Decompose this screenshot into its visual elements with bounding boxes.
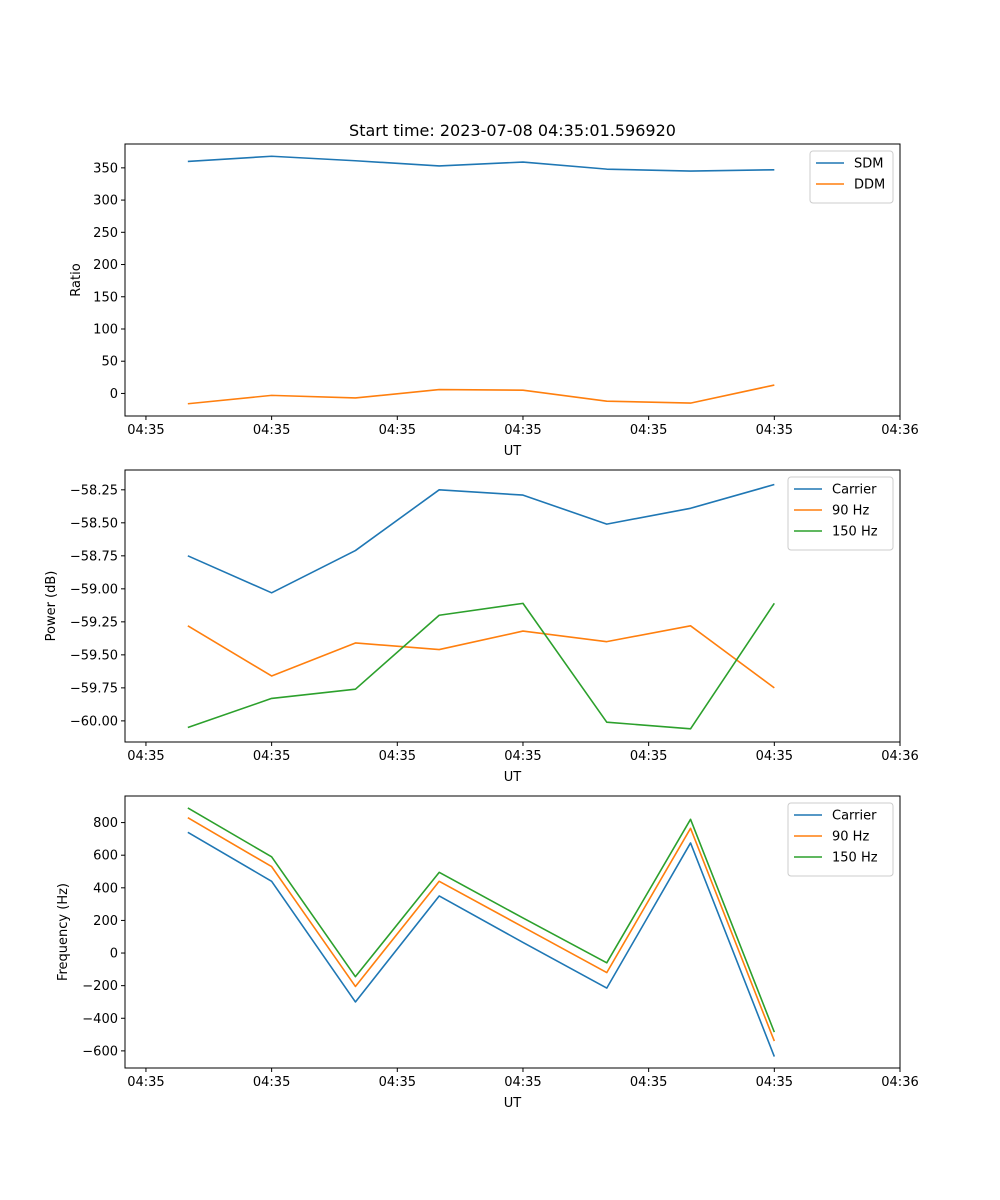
x-tick-label: 04:35 (253, 423, 290, 438)
chart-panel-1: 04:35 04:35 04:35 04:35 04:35 04:35 04:36 0 50 10… (69, 143, 919, 459)
series-line-carrier (187, 831, 776, 1057)
series-line-150-hz (187, 602, 775, 730)
x-tick-label: 04:36 (881, 423, 918, 438)
y-tick-label: 250 (93, 226, 118, 241)
x-tick-label: 04:35 (756, 423, 793, 438)
axes-frame (124, 143, 901, 417)
x-axis-label: UT (504, 770, 522, 785)
x-tick-label: 04:35 (504, 1075, 541, 1090)
y-tick-label: 200 (93, 914, 118, 929)
y-axis-label: Power (dB) (44, 571, 59, 642)
legend-label: Carrier (832, 483, 877, 498)
series-line-sdm (187, 155, 775, 172)
series-line-carrier (187, 483, 775, 594)
y-tick-label: −59.00 (70, 582, 118, 597)
legend-label: 90 Hz (832, 504, 869, 519)
x-tick-label: 04:35 (379, 1075, 416, 1090)
x-tick-label: 04:35 (379, 749, 416, 764)
legend-label: Carrier (832, 809, 877, 824)
x-tick-label: 04:35 (630, 423, 667, 438)
legend-label: SDM (854, 157, 883, 172)
legend-box (809, 150, 894, 204)
y-tick-label: 350 (93, 161, 118, 176)
chart-panel-2: 04:35 04:35 04:35 04:35 04:35 04:35 04:36 −58.2… (44, 469, 919, 785)
x-axis-label: UT (504, 1096, 522, 1111)
y-axis-label: Ratio (69, 263, 84, 296)
legend: Carrier 90 Hz 150 Hz (787, 476, 894, 551)
x-axis-label: UT (504, 444, 522, 459)
legend-label: 150 Hz (832, 851, 878, 866)
y-tick-label: 400 (93, 881, 118, 896)
legend-label: DDM (854, 178, 885, 193)
x-tick-label: 04:35 (253, 749, 290, 764)
x-tick-label: 04:35 (127, 1075, 164, 1090)
legend: Carrier 90 Hz 150 Hz (787, 802, 894, 877)
y-tick-label: −59.25 (70, 615, 118, 630)
x-tick-label: 04:35 (756, 749, 793, 764)
x-tick-label: 04:35 (127, 423, 164, 438)
x-tick-label: 04:35 (504, 423, 541, 438)
x-tick-label: 04:36 (881, 1075, 918, 1090)
x-tick-label: 04:35 (253, 1075, 290, 1090)
y-tick-label: −200 (82, 979, 118, 994)
x-tick-label: 04:35 (127, 749, 164, 764)
y-tick-label: 150 (93, 290, 118, 305)
y-tick-label: 0 (110, 387, 118, 402)
series-line-90-hz (187, 816, 776, 1042)
axes-frame (124, 795, 901, 1069)
y-tick-label: −58.75 (70, 549, 118, 564)
x-tick-label: 04:35 (379, 423, 416, 438)
y-tick-label: −600 (82, 1044, 118, 1059)
y-tick-label: 600 (93, 849, 118, 864)
y-tick-label: −58.50 (70, 516, 118, 531)
y-tick-label: −60.00 (70, 714, 118, 729)
legend-label: 90 Hz (832, 830, 869, 845)
y-tick-label: 800 (93, 816, 118, 831)
series-line-ddm (187, 384, 775, 405)
y-tick-label: −59.75 (70, 681, 118, 696)
x-tick-label: 04:36 (881, 749, 918, 764)
y-tick-label: −58.25 (70, 483, 118, 498)
series-line-150-hz (187, 807, 776, 1033)
figure-title: Start time: 2023-07-08 04:35:01.596920 (349, 121, 676, 140)
x-tick-label: 04:35 (756, 1075, 793, 1090)
y-tick-label: −59.50 (70, 648, 118, 663)
legend: SDM DDM (809, 150, 894, 204)
legend-label: 150 Hz (832, 525, 878, 540)
series-line-90-hz (187, 625, 775, 689)
x-tick-label: 04:35 (630, 1075, 667, 1090)
y-tick-label: 200 (93, 258, 118, 273)
y-tick-label: 0 (110, 947, 118, 962)
y-axis-label: Frequency (Hz) (56, 883, 71, 981)
y-tick-label: 50 (101, 355, 118, 370)
y-tick-label: 300 (93, 194, 118, 209)
y-tick-label: −400 (82, 1012, 118, 1027)
x-tick-label: 04:35 (630, 749, 667, 764)
chart-panel-3: 04:35 04:35 04:35 04:35 04:35 04:35 04:36 800 60… (56, 795, 919, 1111)
y-tick-label: 100 (93, 322, 118, 337)
x-tick-label: 04:35 (504, 749, 541, 764)
axes-frame (124, 469, 901, 743)
